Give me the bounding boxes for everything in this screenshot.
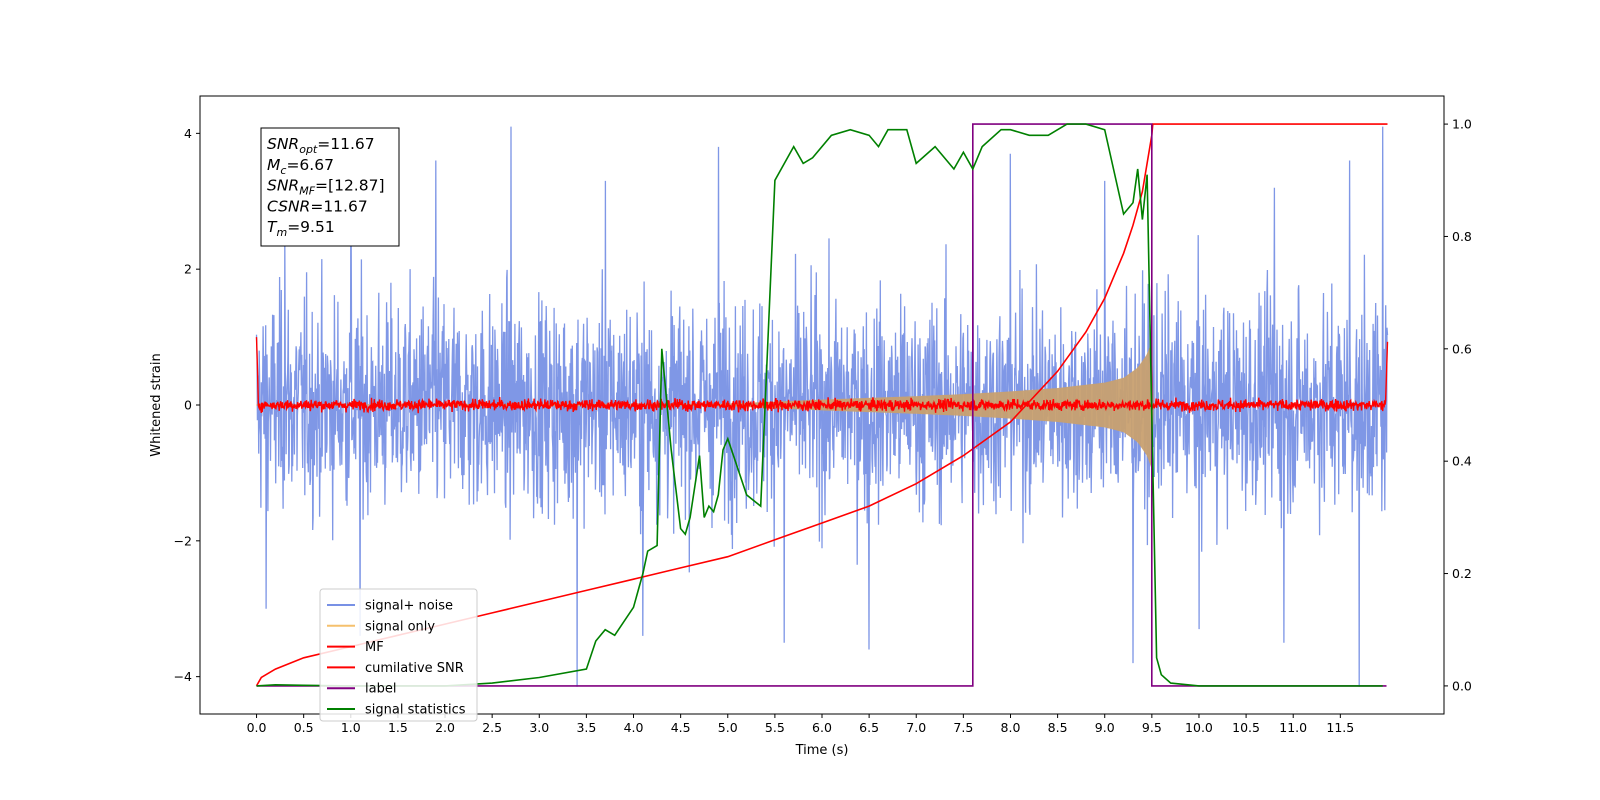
y-tick-label: 2 bbox=[184, 262, 192, 277]
y2-tick-label: 0.8 bbox=[1452, 229, 1472, 244]
x-tick-label: 8.0 bbox=[1001, 720, 1021, 735]
legend-label: MF bbox=[365, 640, 384, 655]
y2-tick-label: 0.4 bbox=[1452, 454, 1472, 469]
x-tick-label: 4.0 bbox=[624, 720, 644, 735]
x-tick-label: 10.0 bbox=[1185, 720, 1213, 735]
x-tick-label: 6.0 bbox=[812, 720, 832, 735]
y2-tick-label: 1.0 bbox=[1452, 117, 1472, 132]
x-tick-label: 11.5 bbox=[1326, 720, 1354, 735]
y-axis-left: −4 −2 0 2 4 bbox=[174, 126, 200, 684]
y-tick-label: 4 bbox=[184, 126, 192, 141]
x-tick-label: 11.0 bbox=[1279, 720, 1307, 735]
annotation-line: SNRMF=[12.87] bbox=[267, 177, 385, 198]
legend-label: signal only bbox=[365, 619, 435, 634]
legend-label: label bbox=[365, 682, 396, 697]
annotation-line: Mc=6.67 bbox=[267, 156, 334, 177]
x-axis: 0.0 0.5 1.0 1.5 2.0 2.5 3.0 3.5 4.0 4.5 5.0 5.5 6.0 6… bbox=[247, 714, 1354, 735]
legend-label: signal statistics bbox=[365, 703, 466, 718]
x-tick-label: 3.5 bbox=[576, 720, 596, 735]
y-tick-label: −4 bbox=[174, 669, 192, 684]
x-tick-label: 4.5 bbox=[671, 720, 691, 735]
x-tick-label: 0.5 bbox=[294, 720, 314, 735]
x-tick-label: 7.0 bbox=[906, 720, 926, 735]
annotation-box-frame bbox=[260, 127, 400, 247]
legend: signal+ noise signal only MF cumilative SNR… bbox=[319, 588, 478, 722]
x-tick-label: 7.5 bbox=[953, 720, 973, 735]
legend-label: signal+ noise bbox=[365, 599, 453, 614]
y-tick-label: −2 bbox=[174, 533, 192, 548]
x-tick-label: 0.0 bbox=[247, 720, 267, 735]
x-tick-label: 2.5 bbox=[482, 720, 502, 735]
x-tick-label: 5.0 bbox=[718, 720, 738, 735]
series-mf bbox=[255, 337, 1389, 414]
x-tick-label: 2.0 bbox=[435, 720, 455, 735]
annotation-line: CSNR=11.67 bbox=[267, 197, 368, 215]
legend-frame bbox=[319, 588, 478, 722]
series-signal-plus-noise bbox=[255, 126, 1389, 687]
x-tick-label: 1.5 bbox=[388, 720, 408, 735]
x-tick-label: 9.5 bbox=[1142, 720, 1162, 735]
annotation-line: Tm=9.51 bbox=[267, 218, 335, 239]
x-tick-label: 8.5 bbox=[1048, 720, 1068, 735]
y2-tick-label: 0.0 bbox=[1452, 678, 1472, 693]
y-axis-right: 0.0 0.2 0.4 0.6 0.8 1.0 bbox=[1444, 117, 1472, 693]
x-tick-label: 10.5 bbox=[1232, 720, 1260, 735]
x-tick-label: 9.0 bbox=[1095, 720, 1115, 735]
x-tick-label: 5.5 bbox=[765, 720, 785, 735]
y-tick-label: 0 bbox=[184, 398, 192, 413]
x-tick-label: 3.0 bbox=[529, 720, 549, 735]
y2-tick-label: 0.2 bbox=[1452, 566, 1472, 581]
y-axis-label: Whitened strain bbox=[149, 353, 164, 456]
annotation-line: SNRopt=11.67 bbox=[267, 135, 375, 156]
x-tick-label: 1.0 bbox=[341, 720, 361, 735]
x-tick-label: 6.5 bbox=[859, 720, 879, 735]
y2-tick-label: 0.6 bbox=[1452, 341, 1472, 356]
series-signal-statistics bbox=[256, 123, 1383, 687]
annotation-box: SNRopt=11.67Mc=6.67SNRMF=[12.87]CSNR=11.… bbox=[260, 127, 400, 247]
legend-label: cumilative SNR bbox=[365, 661, 464, 676]
x-axis-label: Time (s) bbox=[795, 743, 849, 758]
